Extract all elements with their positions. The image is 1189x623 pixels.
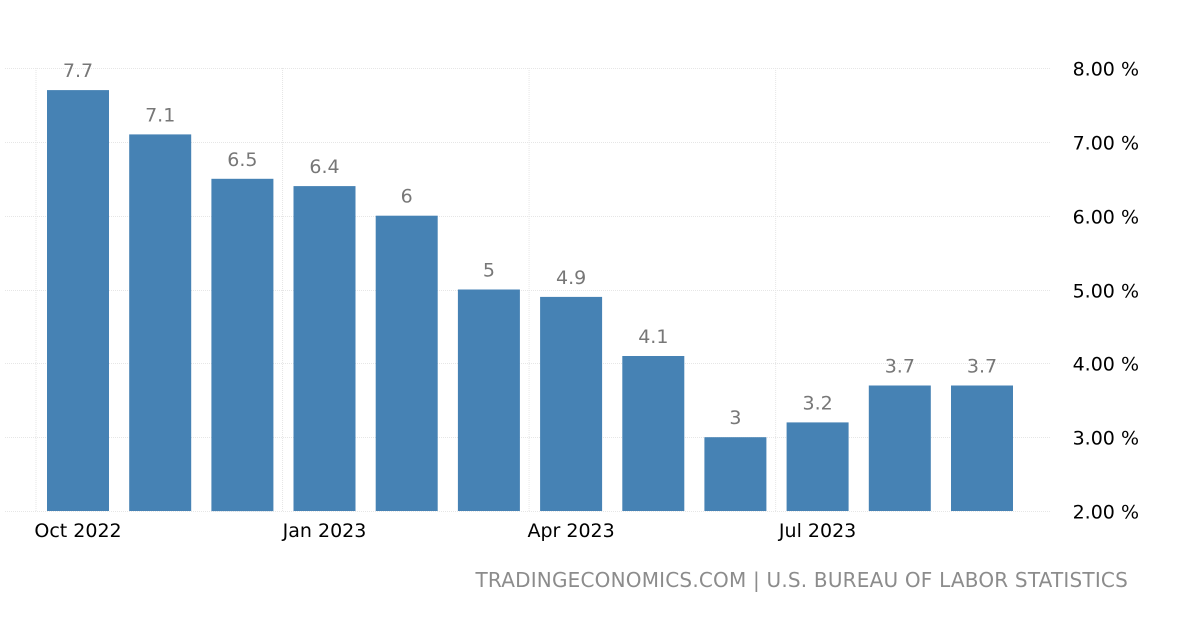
bar [375,215,438,511]
y-tick-label: 8.00 % [1073,59,1139,81]
bar [211,178,274,512]
bar [704,437,767,511]
bar-value-label: 4.1 [638,326,668,348]
bar-value-label: 3.7 [885,356,915,378]
bars [47,90,1013,512]
bar-value-label: 6 [401,186,413,208]
source-attribution: TRADINGECONOMICS.COM | U.S. BUREAU OF LA… [475,568,1128,592]
bar-value-label: 5 [483,260,495,282]
bar [622,356,685,511]
bar-value-label: 3 [729,407,741,429]
bar-value-label: 3.7 [967,356,997,378]
bar [786,422,849,511]
y-axis-ticks: 2.00 % 3.00 % 4.00 % 5.00 % 6.00 % 7.00 % 8.00… [1073,59,1139,524]
bar-value-label: 4.9 [556,267,586,289]
y-tick-label: 4.00 % [1073,354,1139,376]
data-labels: 7.7 7.1 6.5 6.4 6 5 4.9 4.1 3 3.2 3.7 3.7 [63,60,997,429]
x-tick-label: Jan 2023 [282,520,367,542]
y-tick-label: 2.00 % [1073,502,1139,524]
x-tick-label: Oct 2022 [34,520,121,542]
y-tick-label: 6.00 % [1073,207,1139,229]
bar [293,186,356,511]
bar-value-label: 6.4 [309,156,339,178]
y-tick-label: 3.00 % [1073,428,1139,450]
bar [47,90,109,511]
x-axis-ticks: Oct 2022 Jan 2023 Apr 2023 Jul 2023 [34,520,856,542]
bar-value-label: 7.1 [145,104,175,126]
x-tick-label: Jul 2023 [778,520,856,542]
bar [951,385,1013,511]
bar [540,296,603,511]
y-tick-label: 7.00 % [1073,133,1139,155]
bar [129,134,192,511]
x-tick-label: Apr 2023 [527,520,614,542]
bar [868,385,931,511]
bar [457,289,520,511]
y-tick-label: 5.00 % [1073,281,1139,303]
bar-value-label: 3.2 [802,392,832,414]
bar-value-label: 6.5 [227,149,257,171]
bar-value-label: 7.7 [63,60,93,82]
